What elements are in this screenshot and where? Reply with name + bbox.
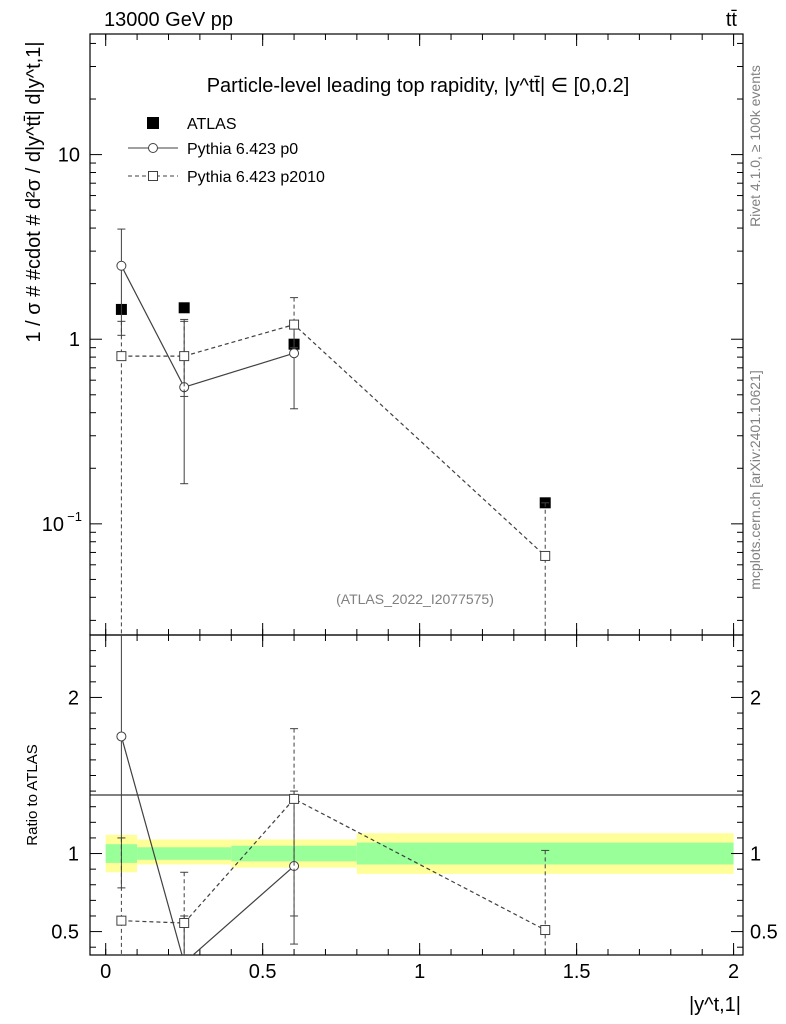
ratio-uncertainty-bands [105, 833, 734, 874]
main-p2010-point [289, 319, 300, 330]
main-atlas-point [178, 302, 190, 314]
header-process: tt̄ [726, 9, 738, 31]
rivet-version-label: Rivet 4.1.0, ≥ 100k events [747, 65, 763, 227]
ratio-y-tick-label-right: 1 [750, 844, 761, 866]
main-y-tick-label: 1 [69, 329, 80, 351]
legend: ATLAS Pythia 6.423 p0 Pythia 6.423 p2010 [128, 116, 325, 186]
ratio-y-tick-label: 1 [68, 844, 79, 866]
main-p0-point [116, 260, 127, 271]
ratio-y-axis-label: Ratio to ATLAS [24, 744, 41, 845]
legend-p2010-label: Pythia 6.423 p2010 [187, 169, 325, 186]
x-tick-label: 2 [728, 961, 739, 983]
main-p2010-point [179, 351, 190, 362]
x-axis-label: |y^t,1| [689, 994, 741, 1016]
main-p2010-point [540, 550, 551, 561]
x-tick-label: 1.5 [563, 961, 591, 983]
x-tick-label: 0.5 [249, 961, 277, 983]
mcplots-source-label: mcplots.cern.ch [arXiv:2401.10621] [747, 370, 763, 589]
ratio-p2010-point [179, 918, 190, 928]
ratio-y-tick-label-right: 2 [750, 687, 761, 709]
main-y-axis-label: 1 / σ # #cdot # d²σ / d|y^tt̄| d|y^t,1| [23, 41, 45, 342]
ratio-p2010-point [540, 925, 551, 936]
ratio-p2010-point [116, 915, 127, 926]
main-y-tick-label: 10 [42, 514, 64, 536]
main-p2010-line [121, 323, 546, 557]
legend-p0-marker [148, 143, 158, 153]
data-marks [115, 228, 551, 955]
ratio-p0-line [120, 736, 295, 955]
ratio-p2010-line [121, 798, 546, 931]
ratio-p0-point [116, 731, 127, 742]
main-y-tick-exponent: −1 [67, 509, 82, 524]
legend-atlas-label: ATLAS [187, 116, 237, 133]
main-y-tick-label: 10 [58, 145, 80, 167]
plot-title: Particle-level leading top rapidity, |y^… [207, 75, 630, 97]
analysis-watermark: (ATLAS_2022_I2077575) [336, 591, 494, 607]
x-tick-label: 1 [414, 961, 425, 983]
ratio-p2010-point [289, 793, 300, 804]
legend-atlas-marker [147, 117, 159, 129]
main-p0-line [120, 265, 295, 388]
ratio-y-tick-label: 0.5 [51, 922, 79, 944]
main-p2010-point [116, 351, 127, 362]
main-p0-point [289, 348, 300, 359]
x-tick-label: 0 [100, 961, 111, 983]
header-energy: 13000 GeV pp [104, 9, 233, 31]
ratio-y-tick-label: 2 [68, 687, 79, 709]
legend-p0-label: Pythia 6.423 p0 [187, 141, 298, 158]
ratio-y-tick-label-right: 0.5 [750, 922, 778, 944]
legend-p2010-marker [148, 171, 158, 181]
ratio-band-green-1 [137, 847, 232, 860]
